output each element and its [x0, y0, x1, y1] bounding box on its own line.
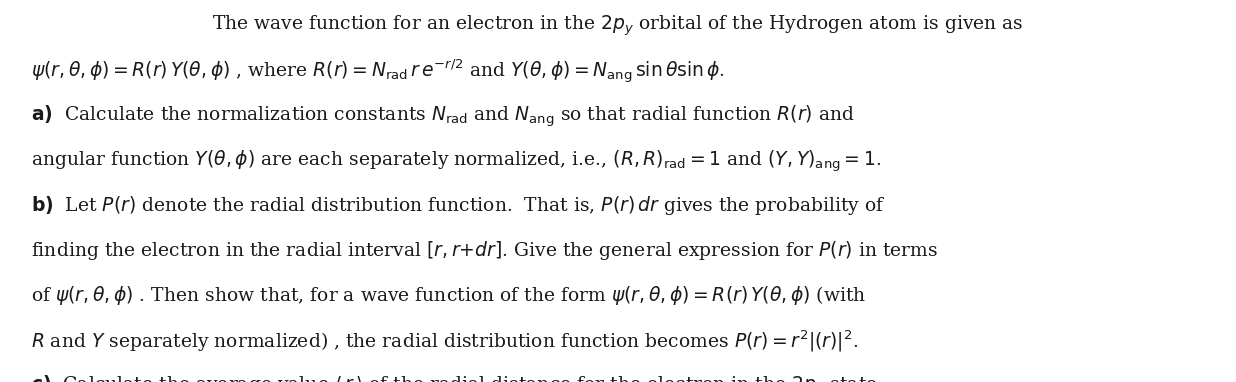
Text: of $\psi(r,\theta,\phi)$ . Then show that, for a wave function of the form $\psi: of $\psi(r,\theta,\phi)$ . Then show tha…	[31, 284, 866, 307]
Text: finding the electron in the radial interval $[r,r{+}dr]$. Give the general expre: finding the electron in the radial inter…	[31, 239, 938, 262]
Text: $\psi(r,\theta,\phi) = R(r)\,Y(\theta,\phi)$ , where $R(r) = N_{\mathrm{rad}}\,r: $\psi(r,\theta,\phi) = R(r)\,Y(\theta,\p…	[31, 58, 724, 86]
Text: $\mathbf{c)}$  Calculate the average value $\langle\, r\,\rangle$ of the radial : $\mathbf{c)}$ Calculate the average valu…	[31, 374, 878, 382]
Text: $R$ and $Y$ separately normalized) , the radial distribution function becomes $P: $R$ and $Y$ separately normalized) , the…	[31, 329, 858, 354]
Text: angular function $Y(\theta,\phi)$ are each separately normalized, i.e., $(R,R)_{: angular function $Y(\theta,\phi)$ are ea…	[31, 149, 881, 174]
Text: The wave function for an electron in the $2p_y$ orbital of the Hydrogen atom is : The wave function for an electron in the…	[213, 13, 1023, 38]
Text: $\mathbf{a)}$  Calculate the normalization constants $N_{\mathrm{rad}}$ and $N_{: $\mathbf{a)}$ Calculate the normalizatio…	[31, 104, 855, 129]
Text: $\mathbf{b)}$  Let $P(r)$ denote the radial distribution function.  That is, $P(: $\mathbf{b)}$ Let $P(r)$ denote the radi…	[31, 194, 886, 217]
